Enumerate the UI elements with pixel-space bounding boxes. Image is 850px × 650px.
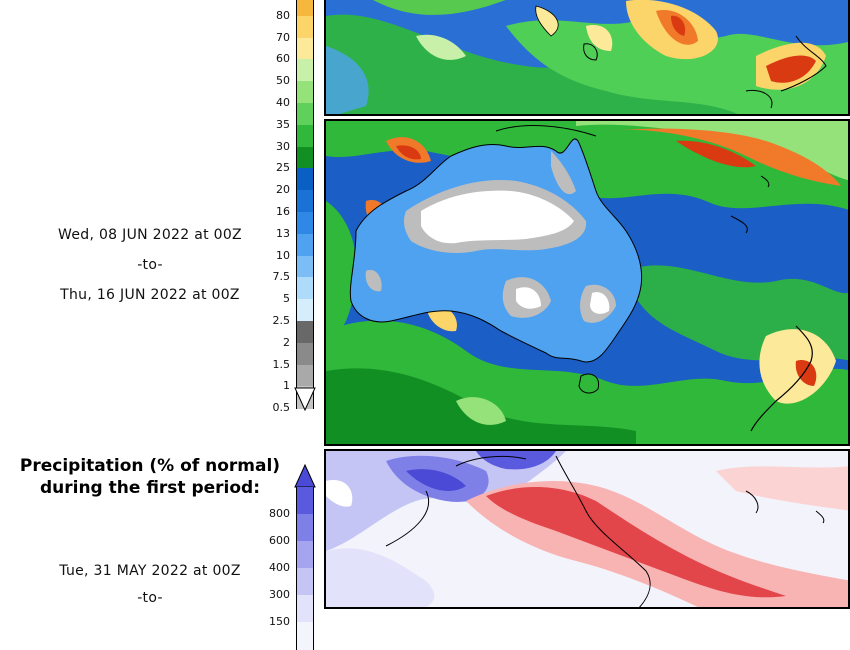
period-separator-text: -to-: [137, 257, 163, 273]
precip-colorbar-tick-label: 50: [276, 74, 290, 88]
anomaly-colorbar-labels: 800 600 400 300 150: [240, 0, 290, 627]
anomaly-start-text: Tue, 31 MAY 2022 at 00Z: [59, 563, 241, 579]
precip-colorbar-cell: [296, 0, 314, 17]
precip-colorbar-cell: [296, 277, 314, 300]
anomaly-title-line1: Precipitation (% of normal): [19, 456, 281, 476]
precip-colorbar-cell: [296, 81, 314, 104]
anomaly-colorbar-cell: [296, 568, 314, 596]
precip-map-first-period: [324, 0, 850, 116]
anomaly-colorbar-tick-label: 800: [269, 507, 290, 520]
precip-colorbar-arrow: [294, 387, 316, 412]
precip-colorbar-tick-label: 20: [276, 183, 290, 197]
precip-colorbar-cell: [296, 212, 314, 235]
anomaly-colorbar-arrow: [294, 463, 316, 488]
precip-colorbar: [294, 0, 316, 414]
anomaly-separator-text: -to-: [137, 590, 163, 606]
anomaly-title-line2: during the first period:: [39, 478, 261, 498]
precip-colorbar-tick-label: 25: [276, 161, 290, 175]
anomaly-colorbar-tick-label: 300: [269, 588, 290, 601]
precip-colorbar-cell: [296, 15, 314, 39]
precip-colorbar-tick-label: 1.5: [272, 357, 291, 371]
anomaly-colorbar: [294, 463, 316, 650]
precip-colorbar-cell: [296, 190, 314, 213]
anomaly-colorbar-cell: [296, 514, 314, 542]
precip-colorbar-tick-label: 60: [276, 52, 290, 66]
precip-colorbar-tick-label: 2: [283, 335, 290, 349]
precip-colorbar-tick-label: 35: [276, 117, 290, 131]
precip-colorbar-cell: [296, 59, 314, 82]
precip-colorbar-tick-label: 0.5: [272, 401, 291, 415]
precip-colorbar-cell: [296, 37, 314, 60]
anomaly-colorbar-cell: [296, 541, 314, 569]
anomaly-colorbar-tick-label: 600: [269, 534, 290, 547]
precip-colorbar-tick-label: 70: [276, 30, 290, 44]
anomaly-colorbar-tick-label: 150: [269, 615, 290, 628]
precip-colorbar-tick-label: 1: [283, 379, 290, 393]
precip-colorbar-tick-label: 2.5: [272, 314, 291, 327]
precip-colorbar-labels: 80 70 60 50 40 35 30 25 20 16 13 10 7.5 5 2.5 2 1.5 1 0.5: [240, 0, 291, 420]
precip-colorbar-tick-label: 5: [283, 292, 290, 306]
precip-colorbar-cell: [296, 124, 314, 148]
precip-colorbar-cell: [296, 364, 314, 387]
precip-colorbar-cell: [296, 299, 314, 322]
precip-colorbar-tick-label: 16: [276, 205, 290, 218]
precip-colorbar-tick-label: 80: [276, 8, 290, 22]
anomaly-colorbar-cell: [296, 487, 314, 515]
precip-colorbar-tick-label: 10: [276, 248, 290, 262]
precip-anomaly-map: [324, 449, 850, 609]
precip-colorbar-cell: [296, 255, 314, 278]
precip-colorbar-cell: [296, 321, 314, 344]
precip-colorbar-tick-label: 7.5: [272, 270, 291, 284]
precip-colorbar-tick-label: 30: [276, 139, 290, 153]
anomaly-colorbar-cell: [296, 622, 314, 650]
precip-colorbar-cell: [296, 342, 314, 366]
period-start-text: Wed, 08 JUN 2022 at 00Z: [58, 227, 242, 243]
period-end-text: Thu, 16 JUN 2022 at 00Z: [60, 287, 240, 303]
precip-colorbar-cell: [296, 233, 314, 257]
precip-map-second-period: [324, 119, 850, 446]
precip-colorbar-cell: [296, 103, 314, 126]
precip-colorbar-tick-label: 40: [276, 96, 290, 109]
precip-colorbar-cell: [296, 146, 314, 169]
precip-colorbar-cell: [296, 168, 314, 191]
anomaly-colorbar-tick-label: 400: [269, 561, 290, 574]
precip-colorbar-tick-label: 13: [276, 226, 290, 240]
